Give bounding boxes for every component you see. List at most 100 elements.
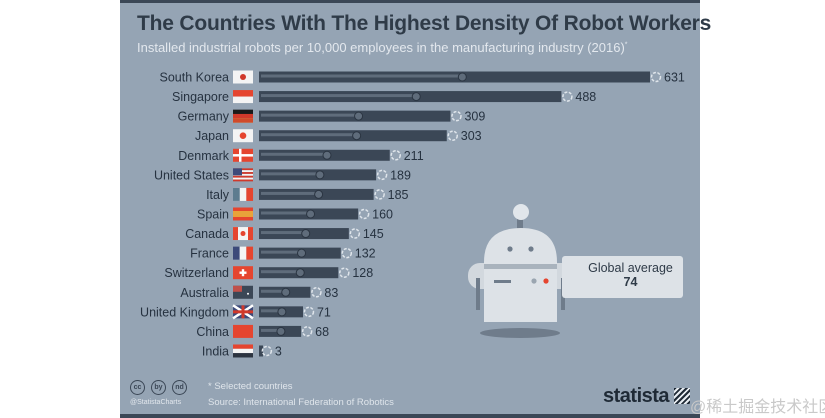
flag-cross: [239, 271, 247, 274]
bar-knob: [277, 307, 287, 317]
robot-button: [531, 278, 537, 284]
flag-mark: [240, 74, 246, 80]
flag-ca-icon: [233, 227, 253, 241]
flag-stripe: [233, 172, 253, 174]
flag-stripe: [233, 170, 253, 173]
bar-knob: [322, 150, 332, 160]
value-label: 68: [315, 325, 329, 339]
bar-knob: [297, 248, 307, 258]
bar-track: [261, 191, 319, 195]
chart-subtitle: Installed industrial robots per 10,000 e…: [137, 40, 628, 55]
flag-stripe: [233, 168, 253, 171]
cc-icon: cc: [130, 380, 145, 395]
statista-handle: @StatistaCharts: [130, 399, 182, 406]
bar-knob: [315, 170, 325, 180]
bar-knob: [314, 189, 324, 199]
robot-eye: [507, 246, 513, 252]
bar-track: [261, 152, 327, 156]
flag-cn-icon: [233, 324, 253, 338]
bar-track: [261, 94, 417, 98]
value-label: 189: [390, 168, 411, 182]
robot-light: [543, 278, 549, 284]
bar-track: [261, 289, 286, 293]
bar-track: [261, 270, 301, 274]
flag-de-icon: [233, 109, 253, 123]
robot-slot: [494, 280, 511, 283]
bar-track: [261, 172, 320, 176]
gear-icon: [341, 247, 353, 259]
robot-antenna-stem: [517, 219, 523, 229]
nd-icon: nd: [172, 380, 187, 395]
flag-stripe: [233, 177, 253, 180]
flag-stripe: [233, 246, 240, 260]
country-label: United States: [154, 168, 229, 182]
robot-antenna-ball: [513, 204, 529, 220]
flag-stripe: [239, 246, 247, 260]
gear-icon: [390, 150, 401, 161]
subtitle-marker: *: [624, 41, 628, 49]
flag-es-icon: [233, 207, 253, 221]
bar-track: [261, 211, 311, 215]
bar-track: [261, 328, 281, 332]
country-label: Japan: [195, 129, 229, 143]
flag-in-icon: [233, 344, 253, 358]
flag-canton: [233, 168, 242, 176]
gear-icon: [451, 110, 462, 122]
footnote: * Selected countries: [208, 381, 293, 392]
value-label: 303: [461, 129, 482, 143]
bar-knob: [295, 268, 305, 278]
gear-icon: [358, 208, 370, 220]
flag-stripe: [233, 113, 253, 119]
value-label: 132: [355, 247, 376, 261]
bar-track: [261, 133, 357, 137]
value-label: 145: [363, 227, 384, 241]
global-average-value: 74: [623, 275, 638, 289]
flag-stripe: [239, 187, 247, 201]
flag-stripe: [233, 210, 253, 217]
flag-fr-icon: [233, 246, 254, 260]
flag-band: [248, 227, 253, 241]
value-label: 83: [324, 286, 338, 300]
flag-star: [247, 292, 249, 295]
flag-stripe: [233, 175, 253, 178]
flag-stripe: [233, 179, 253, 182]
flag-mark: [239, 132, 247, 140]
flag-kr-icon: [233, 70, 253, 84]
gear-icon: [301, 326, 313, 337]
bar-knob: [411, 92, 421, 102]
gear-icon: [261, 345, 273, 357]
bar-track: [261, 250, 302, 254]
value-label: 309: [464, 110, 485, 124]
flag-stripe: [233, 173, 253, 176]
chart-title: The Countries With The Highest Density O…: [137, 12, 712, 35]
robot-shadow: [480, 328, 560, 338]
country-label: Canada: [185, 227, 229, 241]
global-average-callout: Global average 74: [562, 256, 683, 298]
gear-icon: [650, 71, 662, 83]
flag-jp-icon: [233, 129, 253, 143]
robot-eye: [528, 246, 534, 252]
value-label: 71: [317, 305, 331, 319]
flag-au-icon: [233, 285, 253, 299]
gear-icon: [339, 267, 350, 278]
bar-knob: [281, 287, 291, 297]
flag-gb-icon: [232, 304, 254, 320]
flag-stripe: [246, 246, 254, 260]
country-label: Germany: [178, 110, 230, 124]
chart-panel: [120, 0, 700, 418]
watermark: @稀土掘金技术社区: [690, 399, 825, 416]
global-average-label: Global average: [588, 261, 673, 275]
robot-illustration: [468, 204, 576, 338]
bar-knob: [354, 111, 364, 121]
bar-knob: [276, 326, 286, 336]
flag-stripe: [233, 96, 253, 104]
gear-icon: [311, 287, 322, 298]
flag-us-icon: [233, 168, 253, 182]
value-label: 631: [664, 71, 685, 85]
flag-cross: [233, 310, 253, 314]
gear-icon: [303, 306, 315, 318]
country-label: South Korea: [160, 71, 230, 85]
bar-track: [261, 113, 359, 117]
robot-body: [484, 228, 557, 322]
bar-knob: [352, 131, 362, 141]
